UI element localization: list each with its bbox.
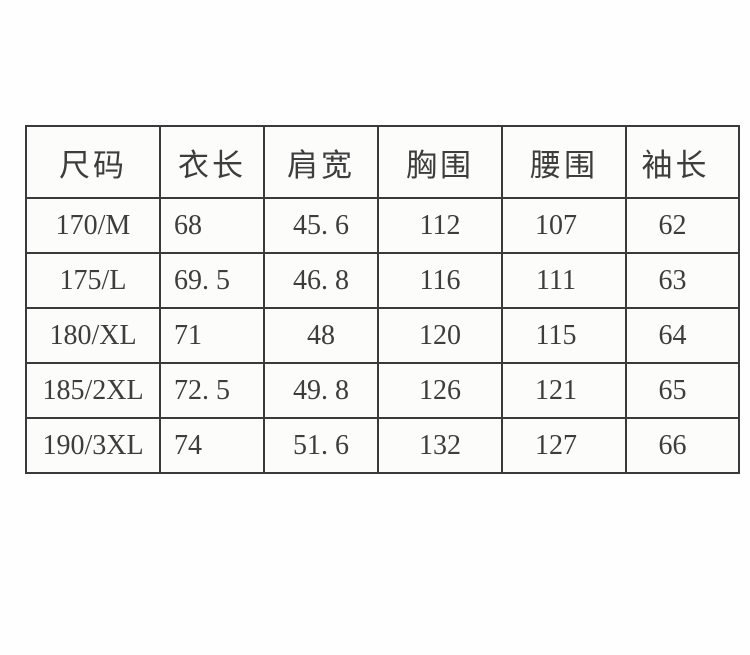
cell-chest: 116 bbox=[377, 252, 503, 309]
cell-garment-length: 71 bbox=[159, 307, 265, 364]
header-garment-length: 衣长 bbox=[159, 125, 265, 199]
table-row-170m: 170/M 68 45. 6 112 107 62 bbox=[25, 197, 740, 254]
cell-sleeve-length: 65 bbox=[625, 362, 740, 419]
cell-size: 175/L bbox=[25, 252, 161, 309]
size-chart-table: 尺码 衣长 肩宽 胸围 腰围 袖长 170/M 68 45. 6 112 107… bbox=[25, 125, 740, 474]
table-row-190-3xl: 190/3XL 74 51. 6 132 127 66 bbox=[25, 417, 740, 474]
header-row: 尺码 衣长 肩宽 胸围 腰围 袖长 bbox=[25, 125, 740, 199]
table-row-180xl: 180/XL 71 48 120 115 64 bbox=[25, 307, 740, 364]
cell-waist: 111 bbox=[501, 252, 627, 309]
cell-shoulder-width: 51. 6 bbox=[263, 417, 379, 474]
table-row-175l: 175/L 69. 5 46. 8 116 111 63 bbox=[25, 252, 740, 309]
cell-sleeve-length: 63 bbox=[625, 252, 740, 309]
cell-waist: 127 bbox=[501, 417, 627, 474]
cell-garment-length: 72. 5 bbox=[159, 362, 265, 419]
cell-shoulder-width: 46. 8 bbox=[263, 252, 379, 309]
cell-shoulder-width: 48 bbox=[263, 307, 379, 364]
header-shoulder-width: 肩宽 bbox=[263, 125, 379, 199]
cell-sleeve-length: 62 bbox=[625, 197, 740, 254]
cell-shoulder-width: 45. 6 bbox=[263, 197, 379, 254]
cell-size: 190/3XL bbox=[25, 417, 161, 474]
cell-waist: 115 bbox=[501, 307, 627, 364]
cell-chest: 126 bbox=[377, 362, 503, 419]
cell-chest: 112 bbox=[377, 197, 503, 254]
cell-garment-length: 68 bbox=[159, 197, 265, 254]
cell-garment-length: 74 bbox=[159, 417, 265, 474]
cell-sleeve-length: 66 bbox=[625, 417, 740, 474]
header-waist: 腰围 bbox=[501, 125, 627, 199]
cell-waist: 121 bbox=[501, 362, 627, 419]
header-chest: 胸围 bbox=[377, 125, 503, 199]
header-sleeve-length: 袖长 bbox=[625, 125, 740, 199]
cell-chest: 132 bbox=[377, 417, 503, 474]
cell-chest: 120 bbox=[377, 307, 503, 364]
cell-shoulder-width: 49. 8 bbox=[263, 362, 379, 419]
cell-garment-length: 69. 5 bbox=[159, 252, 265, 309]
cell-sleeve-length: 64 bbox=[625, 307, 740, 364]
cell-size: 180/XL bbox=[25, 307, 161, 364]
header-size: 尺码 bbox=[25, 125, 161, 199]
size-chart-container: 尺码 衣长 肩宽 胸围 腰围 袖长 170/M 68 45. 6 112 107… bbox=[25, 125, 740, 474]
cell-size: 170/M bbox=[25, 197, 161, 254]
cell-size: 185/2XL bbox=[25, 362, 161, 419]
table-row-185-2xl: 185/2XL 72. 5 49. 8 126 121 65 bbox=[25, 362, 740, 419]
cell-waist: 107 bbox=[501, 197, 627, 254]
